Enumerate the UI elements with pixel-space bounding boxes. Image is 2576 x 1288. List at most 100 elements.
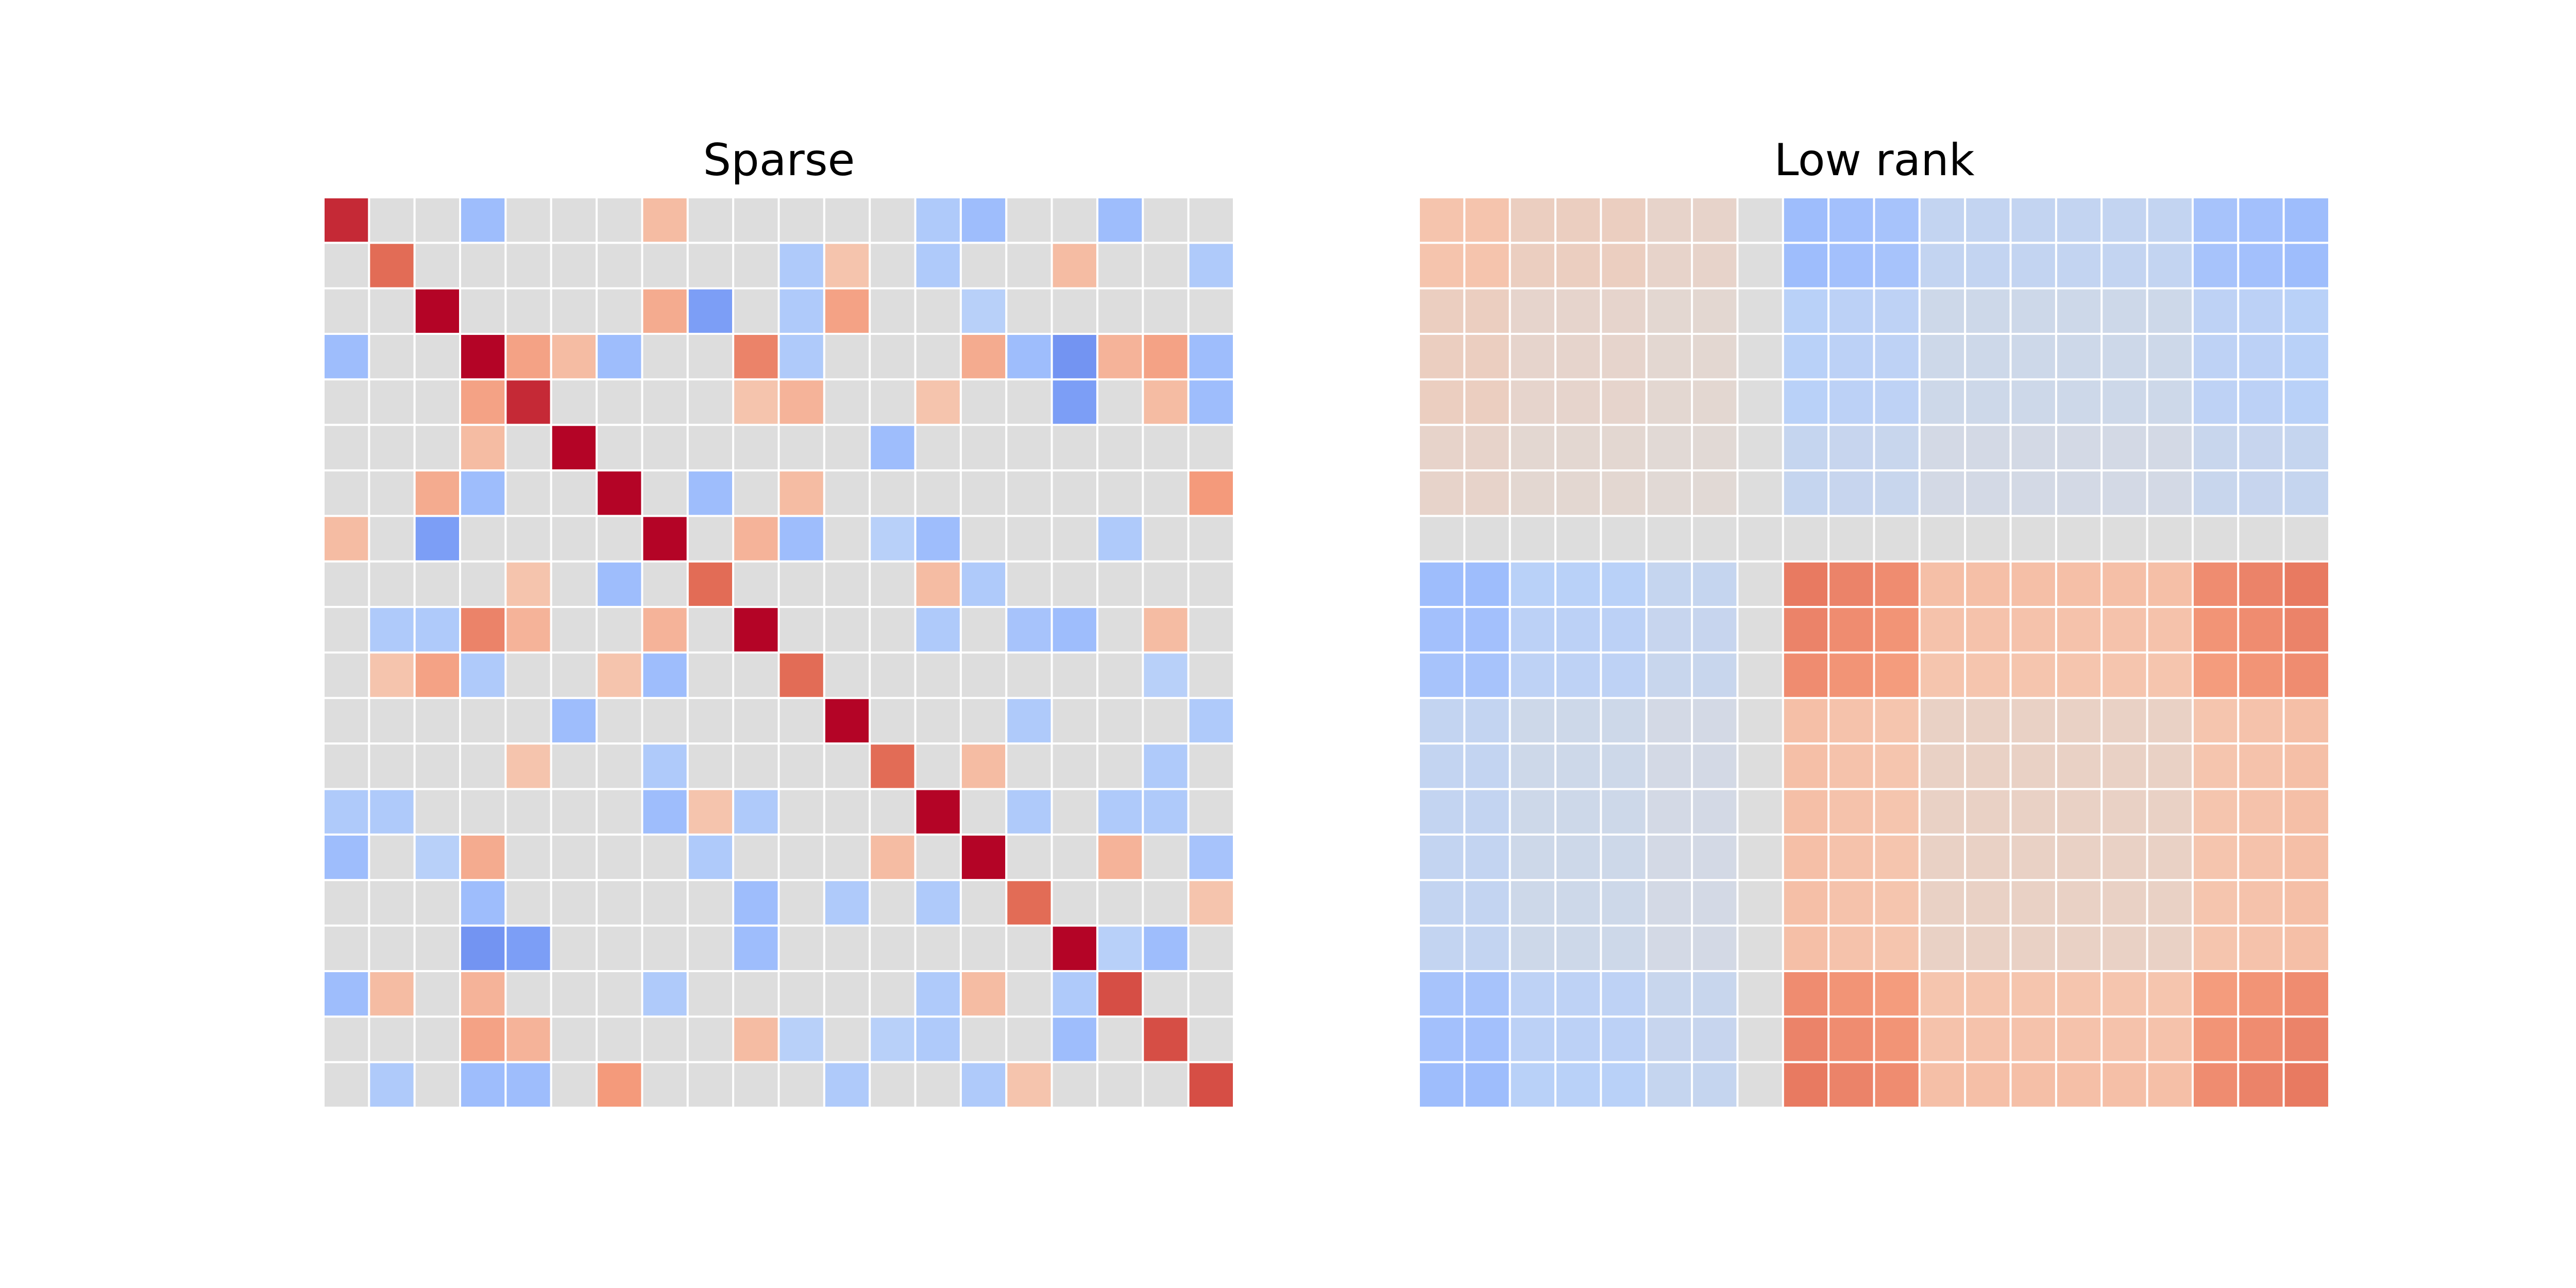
low-rank-cell-r6-c0 [1418, 469, 1466, 517]
sparse-cell-r14-c13 [914, 833, 962, 882]
low-rank-cell-r13-c10 [1873, 788, 1921, 836]
low-rank-cell-r2-c13 [2009, 287, 2057, 335]
low-rank-cell-r15-c12 [1964, 879, 2012, 927]
sparse-cell-r13-c3 [459, 788, 507, 836]
sparse-cell-r6-c5 [550, 469, 598, 517]
sparse-cell-r10-c1 [368, 651, 416, 699]
low-rank-cell-r8-c15 [2100, 560, 2148, 608]
low-rank-cell-r0-c6 [1691, 196, 1739, 244]
sparse-cell-r15-c3 [459, 879, 507, 927]
sparse-cell-r14-c6 [596, 833, 643, 882]
low-rank-cell-r14-c10 [1873, 833, 1921, 882]
low-rank-cell-r11-c6 [1691, 697, 1739, 745]
low-rank-cell-r4-c15 [2100, 378, 2148, 426]
sparse-cell-r13-c18 [1142, 788, 1190, 836]
low-rank-cell-r18-c14 [2055, 1015, 2103, 1063]
sparse-cell-r7-c16 [1050, 515, 1098, 563]
low-rank-cell-r7-c7 [1736, 515, 1784, 563]
sparse-cell-r18-c18 [1142, 1015, 1190, 1063]
low-rank-cell-r1-c7 [1736, 242, 1784, 290]
sparse-cell-r17-c5 [550, 970, 598, 1018]
low-rank-cell-r13-c1 [1463, 788, 1511, 836]
low-rank-cell-r14-c14 [2055, 833, 2103, 882]
low-rank-cell-r10-c10 [1873, 651, 1921, 699]
low-rank-cell-r10-c5 [1645, 651, 1693, 699]
sparse-cell-r2-c19 [1187, 287, 1235, 335]
sparse-cell-r17-c6 [596, 970, 643, 1018]
sparse-cell-r15-c8 [686, 879, 735, 927]
low-rank-cell-r19-c17 [2191, 1061, 2240, 1109]
sparse-cell-r0-c12 [869, 196, 917, 244]
sparse-cell-r13-c9 [732, 788, 780, 836]
low-rank-cell-r15-c19 [2282, 879, 2330, 927]
sparse-cell-r14-c4 [504, 833, 552, 882]
sparse-cell-r12-c19 [1187, 742, 1235, 790]
sparse-cell-r15-c4 [504, 879, 552, 927]
low-rank-cell-r15-c17 [2191, 879, 2240, 927]
sparse-cell-r13-c10 [777, 788, 825, 836]
low-rank-cell-r8-c8 [1782, 560, 1830, 608]
sparse-cell-r10-c19 [1187, 651, 1235, 699]
low-rank-cell-r12-c2 [1509, 742, 1557, 790]
sparse-cell-r17-c3 [459, 970, 507, 1018]
sparse-cell-r14-c15 [1005, 833, 1053, 882]
sparse-cell-r8-c2 [413, 560, 462, 608]
low-rank-cell-r10-c6 [1691, 651, 1739, 699]
low-rank-cell-r1-c1 [1463, 242, 1511, 290]
low-rank-cell-r14-c18 [2237, 833, 2285, 882]
low-rank-cell-r9-c12 [1964, 606, 2012, 654]
sparse-cell-r9-c14 [959, 606, 1008, 654]
sparse-cell-r18-c1 [368, 1015, 416, 1063]
low-rank-cell-r3-c6 [1691, 333, 1739, 381]
sparse-cell-r11-c18 [1142, 697, 1190, 745]
low-rank-cell-r16-c6 [1691, 924, 1739, 972]
low-rank-cell-r7-c6 [1691, 515, 1739, 563]
low-rank-cell-r3-c10 [1873, 333, 1921, 381]
sparse-cell-r10-c16 [1050, 651, 1098, 699]
sparse-cell-r17-c17 [1096, 970, 1144, 1018]
low-rank-cell-r3-c13 [2009, 333, 2057, 381]
sparse-cell-r13-c2 [413, 788, 462, 836]
low-rank-cell-r7-c9 [1827, 515, 1875, 563]
sparse-cell-r8-c3 [459, 560, 507, 608]
sparse-cell-r8-c6 [596, 560, 643, 608]
sparse-cell-r3-c12 [869, 333, 917, 381]
sparse-cell-r11-c19 [1187, 697, 1235, 745]
low-rank-cell-r12-c6 [1691, 742, 1739, 790]
low-rank-cell-r18-c18 [2237, 1015, 2285, 1063]
low-rank-cell-r6-c17 [2191, 469, 2240, 517]
sparse-cell-r8-c1 [368, 560, 416, 608]
low-rank-cell-r11-c18 [2237, 697, 2285, 745]
low-rank-cell-r16-c18 [2237, 924, 2285, 972]
sparse-cell-r15-c16 [1050, 879, 1098, 927]
low-rank-cell-r19-c8 [1782, 1061, 1830, 1109]
low-rank-cell-r18-c6 [1691, 1015, 1739, 1063]
sparse-cell-r14-c1 [368, 833, 416, 882]
low-rank-cell-r8-c19 [2282, 560, 2330, 608]
low-rank-cell-r11-c13 [2009, 697, 2057, 745]
sparse-cell-r19-c5 [550, 1061, 598, 1109]
low-rank-cell-r6-c5 [1645, 469, 1693, 517]
low-rank-cell-r18-c7 [1736, 1015, 1784, 1063]
sparse-cell-r3-c17 [1096, 333, 1144, 381]
sparse-cell-r4-c4 [504, 378, 552, 426]
low-rank-cell-r15-c1 [1463, 879, 1511, 927]
low-rank-cell-r10-c15 [2100, 651, 2148, 699]
sparse-cell-r7-c11 [823, 515, 871, 563]
sparse-cell-r4-c5 [550, 378, 598, 426]
sparse-cell-r16-c7 [641, 924, 689, 972]
low-rank-cell-r14-c3 [1554, 833, 1602, 882]
sparse-cell-r8-c10 [777, 560, 825, 608]
low-rank-cell-r7-c18 [2237, 515, 2285, 563]
low-rank-cell-r10-c19 [2282, 651, 2330, 699]
sparse-cell-r1-c16 [1050, 242, 1098, 290]
sparse-cell-r13-c14 [959, 788, 1008, 836]
sparse-cell-r1-c5 [550, 242, 598, 290]
low-rank-cell-r3-c2 [1509, 333, 1557, 381]
sparse-cell-r4-c9 [732, 378, 780, 426]
low-rank-cell-r5-c16 [2146, 423, 2194, 472]
sparse-cell-r3-c13 [914, 333, 962, 381]
low-rank-cell-r18-c10 [1873, 1015, 1921, 1063]
low-rank-cell-r11-c14 [2055, 697, 2103, 745]
low-rank-cell-r13-c14 [2055, 788, 2103, 836]
